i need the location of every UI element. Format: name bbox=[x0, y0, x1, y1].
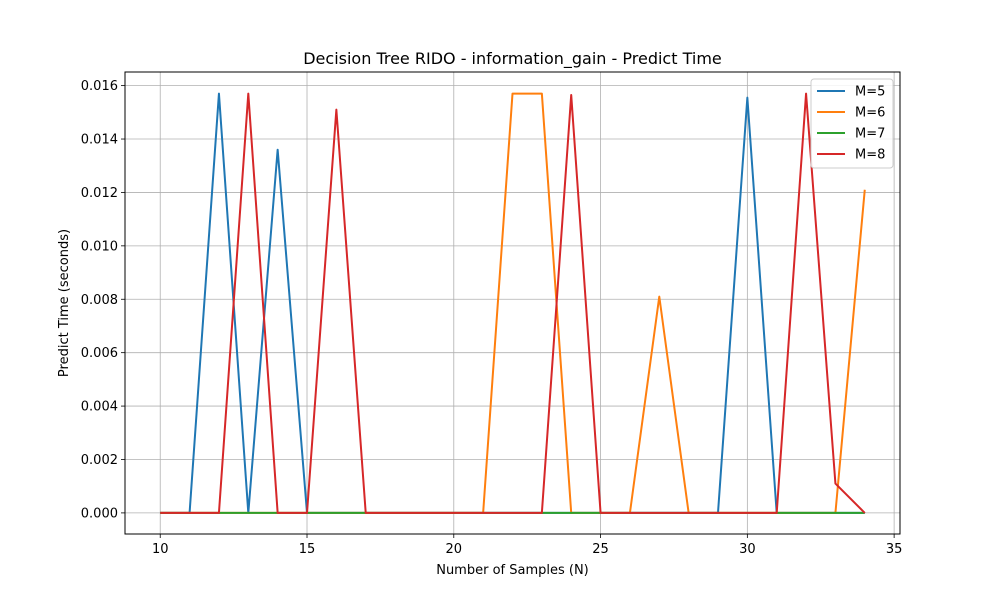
y-tick-label: 0.012 bbox=[81, 186, 118, 201]
x-tick-label: 15 bbox=[299, 542, 316, 557]
y-tick-label: 0.004 bbox=[81, 400, 118, 415]
y-tick-label: 0.002 bbox=[81, 453, 118, 468]
axis-ticks: 10 15 20 25 30 35 0.000 0.002 0.004 0.006 0.008 0.0… bbox=[81, 79, 903, 557]
series-line-m8 bbox=[160, 92, 866, 514]
plot-area-frame bbox=[124, 71, 901, 535]
y-tick-label: 0.014 bbox=[81, 133, 118, 148]
grid bbox=[125, 72, 900, 534]
y-tick-label: 0.008 bbox=[81, 293, 118, 308]
x-axis-label: Number of Samples (N) bbox=[436, 563, 589, 578]
x-tick-label: 20 bbox=[446, 542, 463, 557]
y-tick-label: 0.006 bbox=[81, 346, 118, 361]
x-tick-label: 30 bbox=[739, 542, 756, 557]
x-tick-label: 10 bbox=[152, 542, 169, 557]
legend-label: M=5 bbox=[855, 85, 885, 100]
series-lines bbox=[160, 92, 866, 514]
y-tick-label: 0.000 bbox=[81, 506, 118, 521]
chart-title: Decision Tree RIDO - information_gain - … bbox=[303, 49, 722, 69]
y-tick-label: 0.010 bbox=[81, 239, 118, 254]
legend: M=5 M=6 M=7 M=8 bbox=[810, 78, 894, 169]
legend-frame bbox=[810, 78, 894, 169]
legend-label: M=6 bbox=[855, 106, 885, 121]
x-tick-label: 25 bbox=[592, 542, 609, 557]
x-tick-label: 35 bbox=[886, 542, 903, 557]
y-axis-label: Predict Time (seconds) bbox=[57, 229, 72, 377]
legend-label: M=8 bbox=[855, 148, 885, 163]
y-tick-label: 0.016 bbox=[81, 79, 118, 94]
legend-label: M=7 bbox=[855, 127, 885, 142]
